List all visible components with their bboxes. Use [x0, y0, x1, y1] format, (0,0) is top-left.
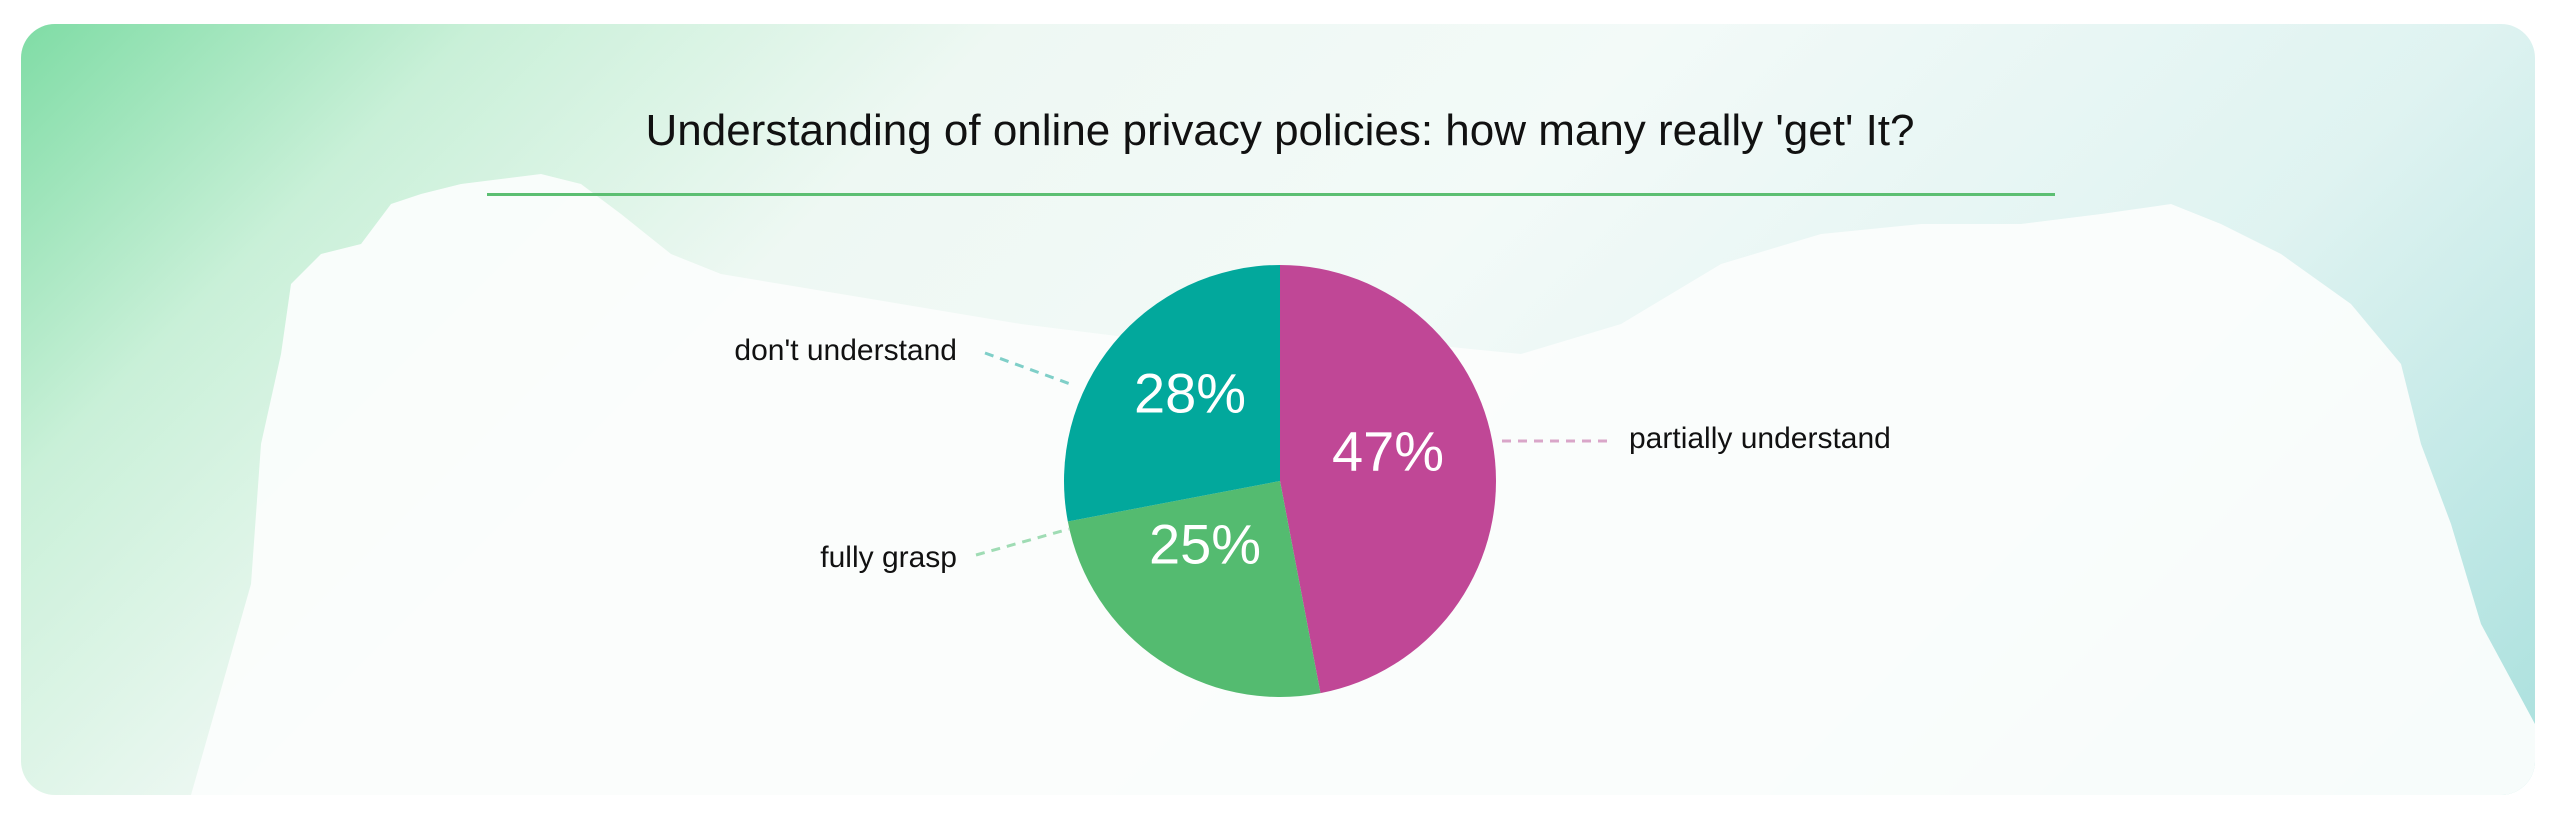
pie-slice-partially-understand	[1280, 265, 1497, 694]
leader-line	[984, 351, 1074, 387]
chart-title: Understanding of online privacy policies…	[645, 106, 1915, 155]
leader-line	[975, 527, 1070, 557]
title-divider	[487, 193, 2055, 196]
pie-slice-don-t-understand	[1064, 265, 1280, 522]
pie-slice-fully-grasp	[1067, 481, 1321, 698]
legend-label-dont-understand: don't understand	[734, 334, 957, 367]
legend-label-fully-grasp: fully grasp	[820, 541, 957, 574]
data-label: 28%	[1134, 362, 1246, 425]
data-label: 47%	[1332, 420, 1444, 483]
data-label: 25%	[1149, 513, 1261, 576]
legend-label-partially-understand: partially understand	[1629, 422, 1891, 455]
